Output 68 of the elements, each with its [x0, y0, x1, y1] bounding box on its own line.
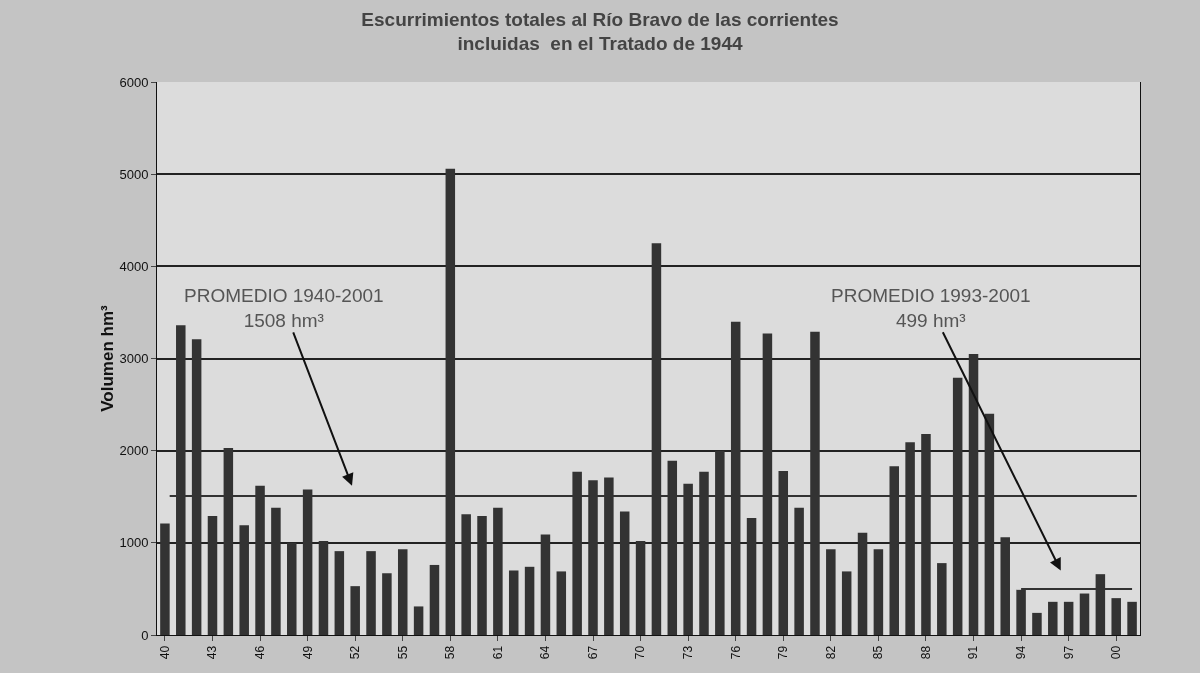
- y-axis-title: Volumen hm³: [98, 304, 117, 412]
- x-tick-label: 64: [538, 645, 553, 660]
- x-tick-label: 55: [395, 645, 410, 660]
- annotation: PROMEDIO 1993-2001 499 hm³: [831, 285, 1031, 331]
- bar: [635, 540, 646, 635]
- x-tick-label: 49: [300, 645, 315, 660]
- bar: [1079, 593, 1090, 635]
- bar: [429, 564, 440, 635]
- bar: [366, 551, 376, 635]
- bar: [334, 551, 345, 635]
- bar: [857, 532, 868, 635]
- x-tick-label: 61: [490, 645, 505, 660]
- bar: [413, 606, 424, 635]
- x-tick-label: 00: [1109, 645, 1124, 660]
- bar: [287, 542, 297, 635]
- x-tick-label: 97: [1061, 645, 1076, 660]
- y-tick-label: 4000: [119, 258, 149, 274]
- x-tick-label: 58: [443, 645, 458, 660]
- bar: [160, 523, 170, 635]
- bar: [937, 563, 947, 635]
- y-tick-label: 2000: [119, 443, 149, 459]
- bar: [1032, 612, 1042, 635]
- bar: [540, 534, 551, 635]
- x-tick-label: 82: [823, 645, 838, 660]
- y-tick-label: 5000: [119, 166, 149, 182]
- bar: [1048, 601, 1058, 635]
- ref-line-label: PROMEDIO 1940-2001 1508 hm³: [184, 285, 384, 331]
- bar: [794, 507, 804, 635]
- bar: [1063, 601, 1074, 635]
- bar: [493, 507, 503, 635]
- bar: [873, 549, 884, 635]
- bar: [746, 517, 757, 635]
- bar: [207, 516, 218, 635]
- x-tick-label: 46: [252, 645, 267, 660]
- x-tick-label: 73: [681, 645, 696, 660]
- chart-title: Escurrimientos totales al Río Bravo de las corrientes incluidas en el Tratado de 1944: [361, 8, 839, 55]
- bar: [841, 571, 852, 635]
- y-tick-label: 0: [141, 627, 149, 643]
- bar: [271, 507, 281, 635]
- bar: [619, 511, 630, 635]
- x-tick-label: 40: [157, 645, 172, 660]
- x-tick-label: 43: [205, 645, 220, 660]
- bar: [382, 573, 392, 635]
- bar: [1127, 601, 1137, 635]
- x-tick-label: 76: [728, 645, 743, 660]
- y-tick-label: 3000: [119, 351, 149, 367]
- bar: [239, 525, 249, 635]
- x-tick-label: 52: [348, 645, 363, 660]
- y-tick-label: 6000: [119, 74, 149, 90]
- bar: [318, 540, 329, 635]
- x-tick-label: 67: [585, 645, 600, 660]
- bar: [524, 566, 535, 635]
- bar: [477, 516, 487, 635]
- x-tick-label: 94: [1013, 645, 1028, 660]
- bar: [350, 586, 360, 635]
- x-tick-label: 88: [918, 645, 933, 660]
- bar: [826, 549, 836, 635]
- x-tick-label: 91: [966, 645, 981, 660]
- y-tick-label: 1000: [119, 535, 149, 551]
- bar: [1000, 537, 1010, 635]
- bar: [556, 571, 567, 635]
- x-tick-label: 85: [871, 645, 886, 660]
- bar: [1111, 598, 1121, 635]
- bar: [397, 549, 408, 635]
- bar: [461, 514, 471, 635]
- x-tick-label: 79: [776, 645, 791, 660]
- x-tick-label: 70: [633, 645, 648, 660]
- bar: [508, 570, 519, 635]
